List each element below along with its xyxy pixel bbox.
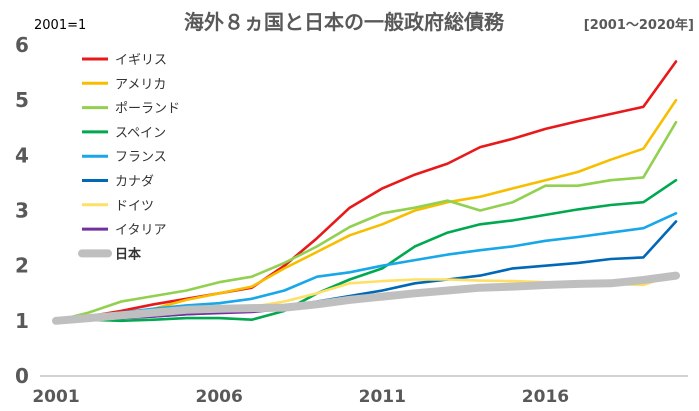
legend-label-2: ポーランド [115, 102, 180, 117]
y-tick-label: 5 [15, 88, 29, 112]
legend-label-3: スペイン [115, 126, 166, 141]
series-line-2 [54, 120, 678, 323]
series-line-8 [52, 271, 680, 325]
x-axis: 2001 2006 2011 2016 [32, 375, 688, 407]
x-tick-label: 2016 [522, 387, 569, 407]
x-tick-label: 2011 [359, 387, 406, 407]
y-tick-label: 4 [15, 143, 29, 167]
y-axis: 0 1 2 3 4 5 6 [15, 33, 29, 388]
legend-label-7: イタリア [115, 223, 166, 238]
legend-label-1: アメリカ [115, 77, 166, 92]
y-tick-label: 2 [15, 254, 29, 278]
legend-label-0: イギリス [115, 53, 167, 68]
y-tick-label: 6 [15, 33, 29, 57]
chart-subtitle: [2001～2020年] [584, 17, 694, 33]
chart-title: 海外８ヵ国と日本の一般政府総債務 [184, 10, 505, 34]
legend-label-5: カナダ [115, 175, 154, 190]
x-tick-label: 2001 [32, 387, 79, 407]
y-tick-label: 3 [15, 199, 29, 223]
legend-label-6: ドイツ [115, 199, 154, 214]
series-lines [52, 60, 680, 325]
legend-label-8: 日本 [115, 246, 141, 262]
legend-label-4: フランス [115, 150, 167, 165]
series-line-3 [54, 178, 678, 323]
base-year-note: 2001=1 [34, 18, 86, 33]
x-tick-label: 2006 [195, 387, 242, 407]
y-tick-label: 1 [15, 309, 29, 333]
y-tick-label: 0 [15, 364, 29, 388]
series-line-0 [54, 60, 678, 323]
